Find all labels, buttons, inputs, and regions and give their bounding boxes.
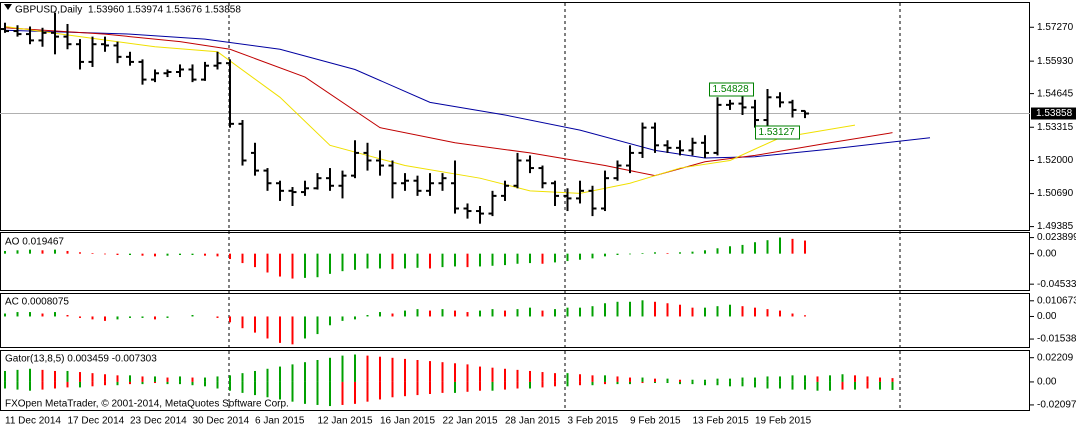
alligator-line	[4, 27, 893, 177]
gator-pane	[0, 350, 1030, 411]
y-tick-label: 1.54645	[1037, 88, 1074, 99]
main-pane	[0, 2, 1030, 231]
y-tick-label: 1.52000	[1037, 155, 1074, 166]
x-tick-label: 3 Feb 2015	[568, 416, 619, 427]
x-tick-label: 9 Feb 2015	[630, 416, 681, 427]
x-tick-label: 17 Dec 2014	[68, 416, 125, 427]
annotation-box	[755, 125, 800, 140]
chart-subtitle: 1.53960 1.53974 1.53676 1.53858	[88, 5, 241, 16]
x-tick-label: 13 Feb 2015	[693, 416, 750, 427]
footer: FXOpen MetaTrader, © 2001-2014, MetaQuot…	[5, 399, 289, 410]
ac-title: AC 0.0008075	[5, 297, 69, 308]
x-tick-label: 12 Jan 2015	[318, 416, 373, 427]
y-tick-label: 0.023899	[1037, 232, 1076, 243]
alligator-line	[4, 26, 856, 194]
y-tick-label: 0.00	[1037, 377, 1057, 388]
x-tick-label: 30 Dec 2014	[193, 416, 250, 427]
y-tick-label: -0.045335	[1037, 279, 1076, 290]
x-tick-label: 28 Jan 2015	[505, 416, 560, 427]
y-tick-label: 0.00	[1037, 311, 1057, 322]
annotation: 1.54828	[713, 84, 750, 95]
y-tick-label: 0.010673	[1037, 295, 1076, 306]
y-tick-label: 1.50690	[1037, 188, 1074, 199]
chart-title: GBPUSD,Daily	[15, 5, 82, 16]
y-tick-label: 0.02209	[1037, 352, 1074, 363]
ao-title: AO 0.019467	[5, 237, 64, 248]
x-tick-label: 23 Dec 2014	[130, 416, 187, 427]
annotation-box	[709, 82, 754, 97]
symbol-icon	[4, 4, 12, 10]
gator-title: Gator(13,8,5) 0.003459 -0.007303	[5, 354, 157, 365]
ac-pane	[0, 293, 1030, 348]
y-tick-label: -0.020971	[1037, 400, 1076, 411]
y-tick-label: 1.57270	[1037, 22, 1074, 33]
x-tick-label: 22 Jan 2015	[443, 416, 498, 427]
ao-pane	[0, 232, 1030, 291]
x-tick-label: 16 Jan 2015	[380, 416, 435, 427]
y-tick-label: 1.49385	[1037, 221, 1074, 232]
y-tick-label: -0.015386	[1037, 334, 1076, 345]
annotation: 1.53127	[759, 127, 796, 138]
last-price-box	[1031, 107, 1076, 120]
x-tick-label: 6 Jan 2015	[255, 416, 305, 427]
y-tick-label: 1.55930	[1037, 56, 1074, 67]
x-tick-label: 19 Feb 2015	[755, 416, 812, 427]
x-tick-label: 11 Dec 2014	[5, 416, 61, 427]
y-tick-label: 0.00	[1037, 248, 1057, 259]
alligator-line	[4, 29, 931, 159]
y-tick-label: 1.53315	[1037, 122, 1074, 133]
last-price-label: 1.53858	[1036, 108, 1073, 119]
